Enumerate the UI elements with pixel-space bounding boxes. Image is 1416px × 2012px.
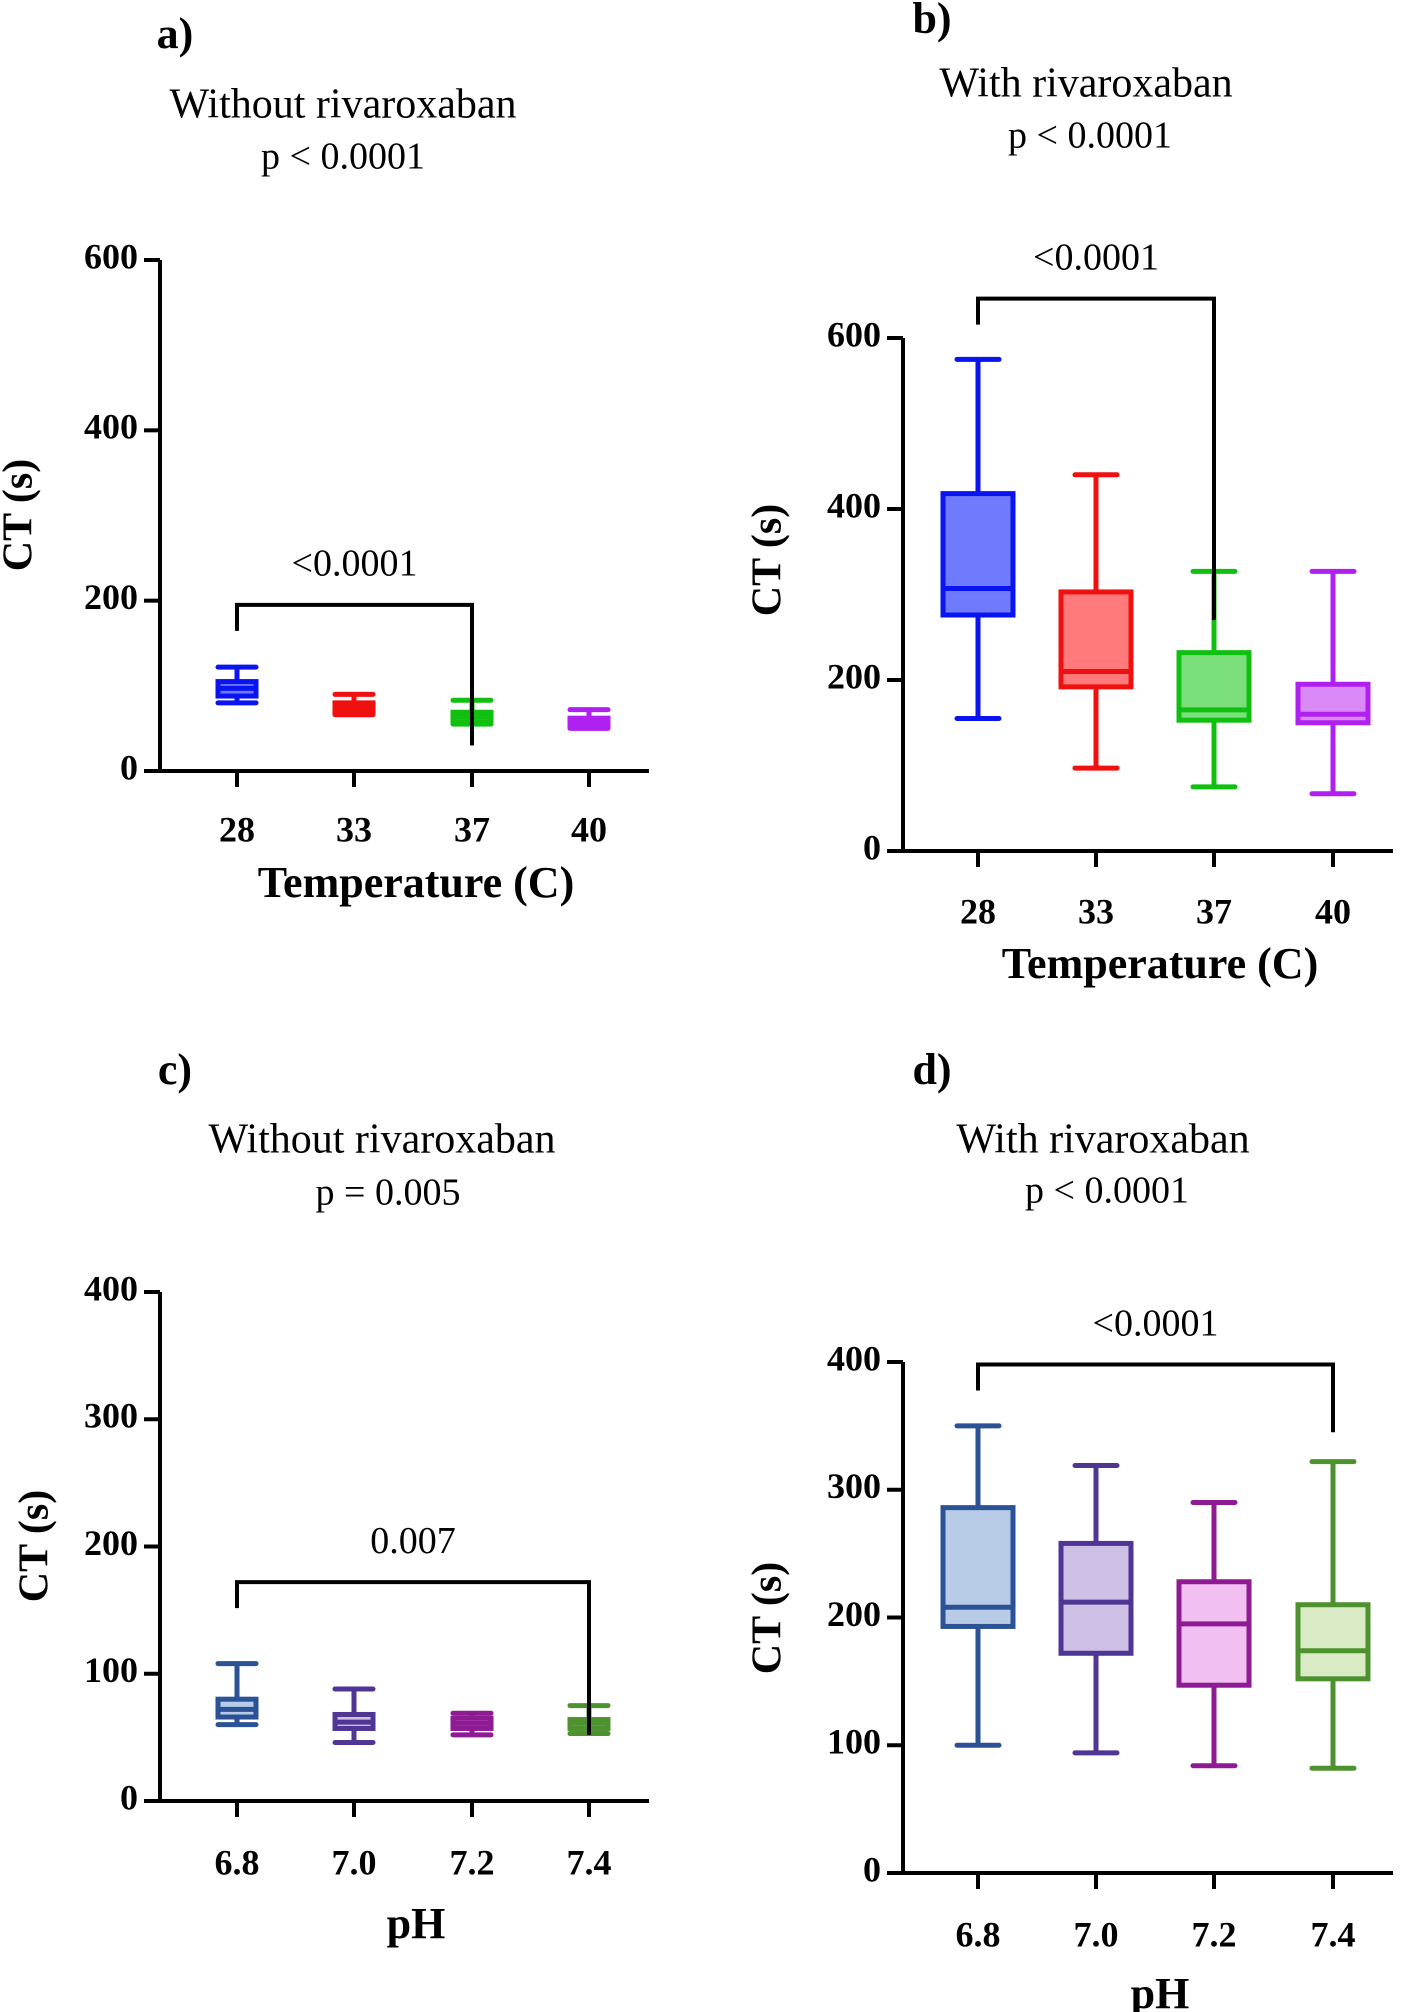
box-37 (1176, 568, 1252, 790)
comparison-p-value: 0.007 (370, 1520, 456, 1562)
y-tick-label: 300 (84, 1396, 138, 1436)
y-tick-label: 400 (84, 1268, 138, 1308)
x-tick-label: 6.8 (215, 1842, 260, 1882)
box-33 (1058, 472, 1134, 771)
chart-title: With rivaroxaban (956, 1117, 1249, 1163)
x-tick-label: 28 (219, 809, 255, 849)
y-tick-label: 400 (84, 407, 138, 447)
y-tick-label: 100 (84, 1650, 138, 1690)
y-tick-label: 400 (827, 1338, 881, 1378)
comparison-bracket (976, 1362, 1335, 1433)
x-tick-label: 7.2 (450, 1842, 495, 1882)
chart-title: Without rivaroxaban (169, 82, 516, 128)
x-tick-label: 40 (1315, 891, 1351, 931)
box-40 (567, 707, 611, 731)
x-tick-label: 33 (336, 809, 372, 849)
chart-panel-a: a) Without rivaroxaban p < 0.0001 0 200 400 60… (0, 9, 649, 907)
y-tick-label: 200 (827, 656, 881, 696)
box-28 (215, 664, 259, 706)
x-tick-label: 37 (454, 809, 490, 849)
comparison-p-value: <0.0001 (1033, 236, 1159, 278)
comparison-p-value: <0.0001 (1093, 1302, 1219, 1344)
chart-panel-d: d)With rivaroxaban p < 0.0001 0 100 200 300 40… (745, 1045, 1393, 2012)
box-iqr (1295, 681, 1371, 726)
y-tick-label: 600 (84, 236, 138, 276)
box-7.2 (450, 1710, 494, 1738)
box-6.8 (940, 1423, 1016, 1748)
box-33 (332, 691, 376, 718)
x-axis-title: pH (387, 1899, 446, 1948)
x-tick-label: 7.2 (1192, 1914, 1237, 1954)
x-tick-label: 7.0 (332, 1842, 377, 1882)
y-axis-title: CT (s) (12, 1490, 58, 1602)
chart-panel-b: b) With rivaroxaban p < 0.0001 0 200 400 600 28… (745, 0, 1393, 988)
x-tick-label: 7.0 (1074, 1914, 1119, 1954)
comparison-p-value: <0.0001 (292, 543, 418, 585)
y-axis-title: CT (s) (745, 504, 791, 616)
chart-subtitle: p < 0.0001 (261, 136, 425, 178)
chart-title: Without rivaroxaban (208, 1117, 555, 1163)
y-tick-label: 200 (84, 1523, 138, 1563)
x-tick-label: 28 (960, 891, 996, 931)
y-tick-label: 0 (863, 1849, 881, 1889)
y-tick-label: 0 (863, 827, 881, 867)
y-tick-label: 100 (827, 1722, 881, 1762)
chart-subtitle: p < 0.0001 (1008, 115, 1172, 157)
box-iqr (1058, 1540, 1134, 1656)
box-40 (1295, 568, 1371, 797)
comparison-bracket (976, 296, 1216, 621)
panel-label: d) (912, 1045, 951, 1094)
box-iqr (1176, 1579, 1252, 1688)
box-iqr (1295, 1602, 1371, 1682)
y-tick-label: 600 (827, 314, 881, 354)
x-tick-label: 37 (1196, 891, 1232, 931)
x-tick-label: 6.8 (956, 1914, 1001, 1954)
comparison-bracket (235, 1580, 591, 1735)
chart-title: With rivaroxaban (939, 61, 1232, 107)
box-7.0 (1058, 1462, 1134, 1756)
chart-panel-c: c) Without rivaroxaban p = 0.005 0 100 200 300… (12, 1045, 649, 1948)
chart-subtitle: p < 0.0001 (1025, 1170, 1189, 1212)
x-tick-label: 7.4 (567, 1842, 612, 1882)
y-axis-title: CT (s) (0, 459, 42, 571)
x-axis-title: pH (1131, 1969, 1190, 2012)
y-tick-label: 0 (120, 747, 138, 787)
panel-label: c) (158, 1045, 192, 1094)
y-tick-label: 200 (827, 1594, 881, 1634)
y-tick-label: 0 (120, 1777, 138, 1817)
x-tick-label: 7.4 (1311, 1914, 1356, 1954)
panel-label: a) (157, 9, 194, 58)
box-6.8 (215, 1661, 259, 1728)
x-tick-label: 33 (1078, 891, 1114, 931)
box-iqr (940, 491, 1016, 618)
chart-subtitle: p = 0.005 (316, 1172, 461, 1214)
comparison-bracket (235, 602, 474, 746)
box-28 (940, 356, 1016, 721)
y-tick-label: 400 (827, 485, 881, 525)
y-axis-title: CT (s) (745, 1562, 791, 1674)
y-tick-label: 300 (827, 1466, 881, 1506)
x-axis-title: Temperature (C) (1002, 939, 1319, 988)
panel-label: b) (912, 0, 951, 43)
box-7.4 (1295, 1459, 1371, 1771)
x-axis-title: Temperature (C) (258, 858, 575, 907)
box-7.2 (1176, 1500, 1252, 1769)
y-tick-label: 200 (84, 577, 138, 617)
box-7.0 (332, 1686, 376, 1745)
x-tick-label: 40 (571, 809, 607, 849)
